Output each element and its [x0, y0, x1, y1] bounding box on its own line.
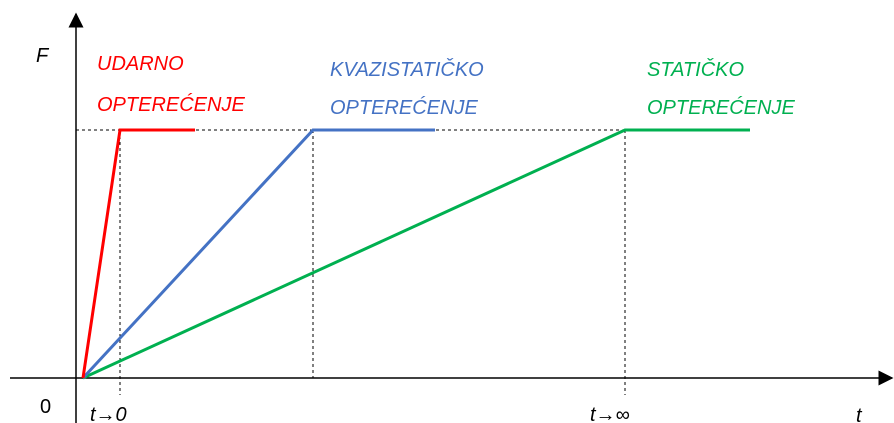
load-label: OPTEREĆENJE: [330, 96, 478, 119]
impact-curve: [81, 128, 195, 379]
static-curve: [82, 128, 750, 380]
x-axis-label: t: [856, 405, 863, 423]
load-label: OPTEREĆENJE: [97, 93, 245, 116]
time-mark: t→0: [90, 404, 127, 423]
guides: [76, 129, 626, 395]
load-label: STATIČKO: [647, 58, 744, 81]
load-label: UDARNO: [97, 53, 184, 75]
quasistatic-curve: [81, 128, 435, 380]
load-label: OPTEREĆENJE: [647, 96, 795, 119]
time-mark: t→∞: [590, 404, 630, 423]
load-label: KVAZISTATIČKO: [330, 58, 484, 81]
origin-label: 0: [40, 396, 51, 418]
y-axis-label: F: [36, 45, 50, 67]
